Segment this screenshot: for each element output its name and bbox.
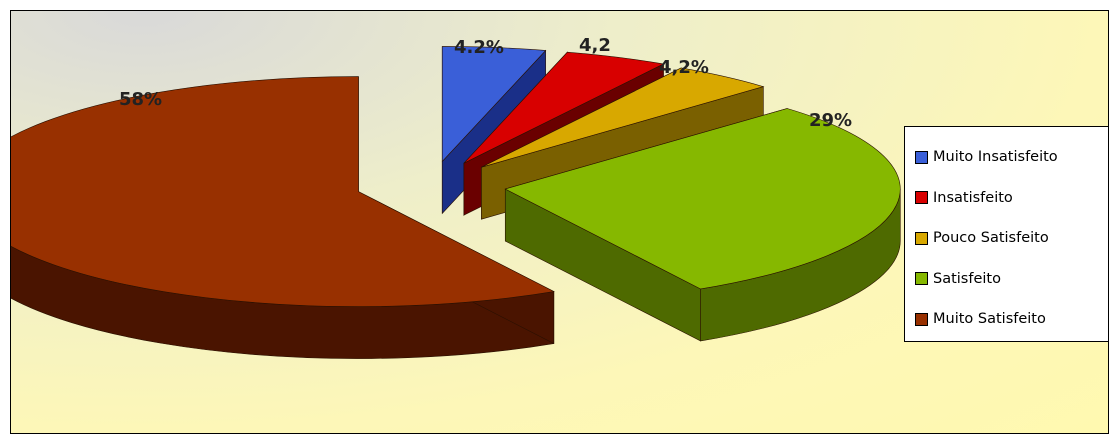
slice-top xyxy=(11,76,555,307)
legend-item: Pouco Satisfeito xyxy=(905,218,1108,259)
legend-item: Muito Insatisfeito xyxy=(905,137,1108,178)
data-label: 58% xyxy=(119,89,162,110)
legend-item: Muito Satisfeito xyxy=(905,299,1108,340)
slice-top xyxy=(463,51,665,164)
pie-slice xyxy=(504,108,901,342)
legend-item: Satisfeito xyxy=(905,259,1108,300)
legend-label: Insatisfeito xyxy=(933,189,1013,206)
legend-label: Muito Insatisfeito xyxy=(933,149,1058,166)
slice-top xyxy=(504,108,901,290)
pie-slice xyxy=(11,76,555,359)
legend-swatch xyxy=(915,231,928,245)
slice-top xyxy=(481,67,765,168)
legend-swatch xyxy=(915,191,928,205)
legend-swatch xyxy=(915,312,928,326)
legend-label: Muito Satisfeito xyxy=(933,311,1046,328)
pie-chart: 4.2% 4,2 4,2% 29% 58% xyxy=(11,35,901,359)
data-label: 29% xyxy=(809,110,852,131)
legend-label: Pouco Satisfeito xyxy=(933,230,1049,247)
legend-label: Satisfeito xyxy=(933,270,1001,287)
legend: Muito Insatisfeito Insatisfeito Pouco Sa… xyxy=(904,126,1108,342)
data-label: 4,2% xyxy=(659,57,709,78)
chart-area: 4.2% 4,2 4,2% 29% 58% Muito Insatisfeito Ins… xyxy=(10,10,1109,434)
legend-swatch xyxy=(915,150,928,164)
slice-top xyxy=(441,46,547,163)
legend-swatch xyxy=(915,272,928,286)
legend-item: Insatisfeito xyxy=(905,178,1108,219)
data-label: 4.2% xyxy=(454,37,504,58)
data-label: 4,2 xyxy=(579,35,611,56)
